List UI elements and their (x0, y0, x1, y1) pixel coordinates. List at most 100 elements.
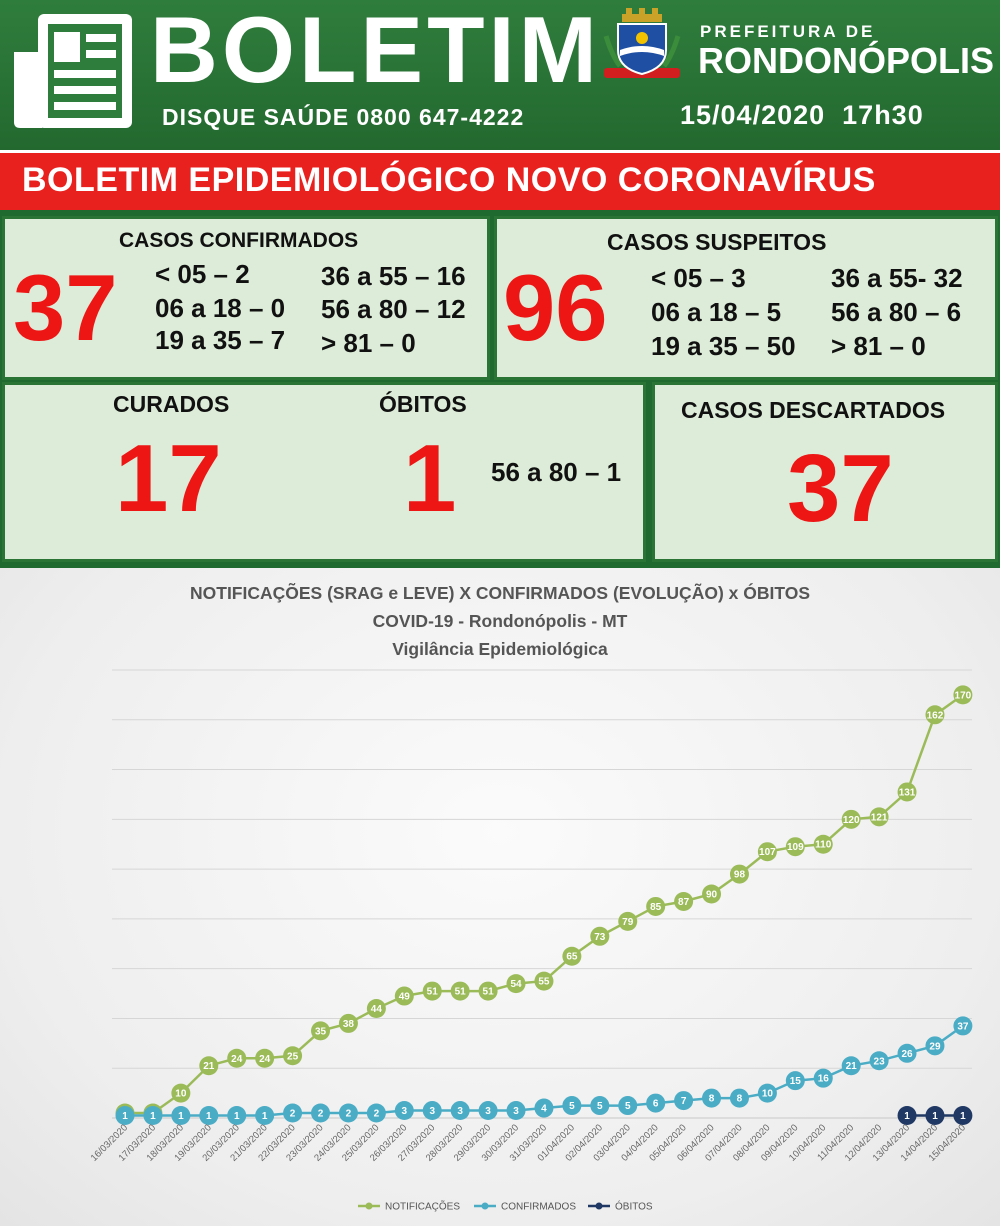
confirmed-total: 37 (13, 255, 118, 360)
data-point (199, 1106, 219, 1126)
chart-points: 2210212424253538444951515154556573798587… (115, 685, 973, 1126)
data-label: 4 (541, 1104, 547, 1115)
data-point (366, 1103, 386, 1123)
cured-deaths-panel: CURADOS 17 ÓBITOS 1 56 a 80 – 1 (2, 382, 646, 562)
data-point (702, 1088, 722, 1108)
suspected-title: CASOS SUSPEITOS (607, 229, 827, 255)
data-label: 98 (734, 870, 746, 881)
data-point (562, 946, 582, 966)
data-point (143, 1106, 163, 1126)
data-label: 1 (234, 1111, 240, 1122)
data-label: 8 (709, 1094, 715, 1105)
cured-title: CURADOS (113, 391, 230, 417)
hotline-text: DISQUE SAÚDE 0800 647-4222 (162, 104, 525, 130)
data-point (311, 1103, 331, 1123)
data-point (869, 807, 889, 827)
data-point (729, 1088, 749, 1108)
data-point (869, 1051, 889, 1071)
data-label: 107 (759, 847, 776, 858)
data-point (171, 1106, 191, 1126)
discarded-panel: CASOS DESCARTADOS 37 (652, 382, 998, 562)
data-point (646, 1093, 666, 1113)
confirmed-age-3: 19 a 35 – 7 (155, 325, 286, 355)
data-point (422, 1101, 442, 1121)
data-point (283, 1103, 303, 1123)
data-point (506, 1101, 526, 1121)
data-point (366, 998, 386, 1018)
brand-title: BOLETIM (150, 0, 601, 102)
line-chart: NOTIFICAÇÕES (SRAG e LEVE) X CONFIRMADOS… (89, 582, 973, 1213)
data-label: 1 (904, 1111, 910, 1122)
data-point (338, 1103, 358, 1123)
data-point (897, 1043, 917, 1063)
data-point (227, 1048, 247, 1068)
confirmed-age-4: 36 a 55 – 16 (321, 261, 466, 291)
data-point (478, 981, 498, 1001)
data-point (450, 1101, 470, 1121)
data-point (729, 864, 749, 884)
stats-area: CASOS CONFIRMADOS 37 < 05 – 2 06 a 18 – … (0, 210, 1000, 568)
data-point (953, 1016, 973, 1036)
data-label: 3 (513, 1106, 519, 1117)
data-label: 51 (427, 987, 439, 998)
data-point (338, 1013, 358, 1033)
data-label: 120 (843, 815, 860, 826)
confirmed-age-2: 06 a 18 – 0 (155, 293, 286, 323)
data-point (841, 809, 861, 829)
data-point (311, 1021, 331, 1041)
data-label: 109 (787, 842, 804, 853)
suspected-age-2: 06 a 18 – 5 (651, 297, 782, 327)
data-label: 29 (929, 1041, 941, 1052)
data-point (534, 971, 554, 991)
data-point (590, 1096, 610, 1116)
data-point (702, 884, 722, 904)
data-point (255, 1048, 275, 1068)
banner: BOLETIM EPIDEMIOLÓGICO NOVO CORONAVÍRUS (0, 150, 1000, 210)
suspected-age-6: > 81 – 0 (831, 331, 926, 361)
data-point (813, 1068, 833, 1088)
data-label: 1 (932, 1111, 938, 1122)
data-label: 5 (625, 1101, 631, 1112)
data-point (283, 1046, 303, 1066)
data-label: 90 (706, 890, 718, 901)
data-point (562, 1096, 582, 1116)
series-line-0 (125, 693, 964, 1115)
legend-swatch-marker (481, 1202, 489, 1210)
data-label: 38 (343, 1019, 355, 1030)
data-label: 3 (429, 1106, 435, 1117)
data-label: 5 (569, 1101, 575, 1112)
bulletin-time: 17h30 (842, 100, 924, 130)
legend-label: ÓBITOS (615, 1200, 653, 1213)
newspaper-icon (14, 14, 132, 128)
data-label: 3 (457, 1106, 463, 1117)
header: BOLETIM DISQUE SAÚDE 0800 647-4222 PREFE… (0, 0, 1000, 150)
data-point (199, 1056, 219, 1076)
data-point (255, 1106, 275, 1126)
data-point (897, 1106, 917, 1126)
data-label: 15 (790, 1076, 802, 1087)
data-label: 7 (681, 1096, 687, 1107)
chart-area: NOTIFICAÇÕES (SRAG e LEVE) X CONFIRMADOS… (0, 568, 1000, 1226)
data-label: 131 (899, 787, 916, 798)
data-point (757, 1083, 777, 1103)
data-label: 1 (206, 1111, 212, 1122)
deaths-total: 1 (403, 425, 457, 532)
data-point (450, 981, 470, 1001)
data-label: 110 (815, 840, 832, 851)
suspected-age-4: 36 a 55- 32 (831, 263, 963, 293)
data-point (534, 1098, 554, 1118)
data-point (953, 1106, 973, 1126)
discarded-title: CASOS DESCARTADOS (681, 397, 946, 423)
data-point (953, 685, 973, 705)
data-point (590, 926, 610, 946)
chart-subtitle-2: Vigilância Epidemiológica (392, 639, 608, 659)
data-label: 16 (818, 1074, 830, 1085)
coat-of-arms-icon (603, 8, 681, 78)
bulletin-date: 15/04/2020 (680, 100, 826, 130)
data-label: 87 (678, 897, 690, 908)
data-point (925, 705, 945, 725)
chart-lines (125, 693, 964, 1117)
chart-subtitle: COVID-19 - Rondonópolis - MT (373, 611, 628, 631)
data-label: 23 (874, 1056, 886, 1067)
